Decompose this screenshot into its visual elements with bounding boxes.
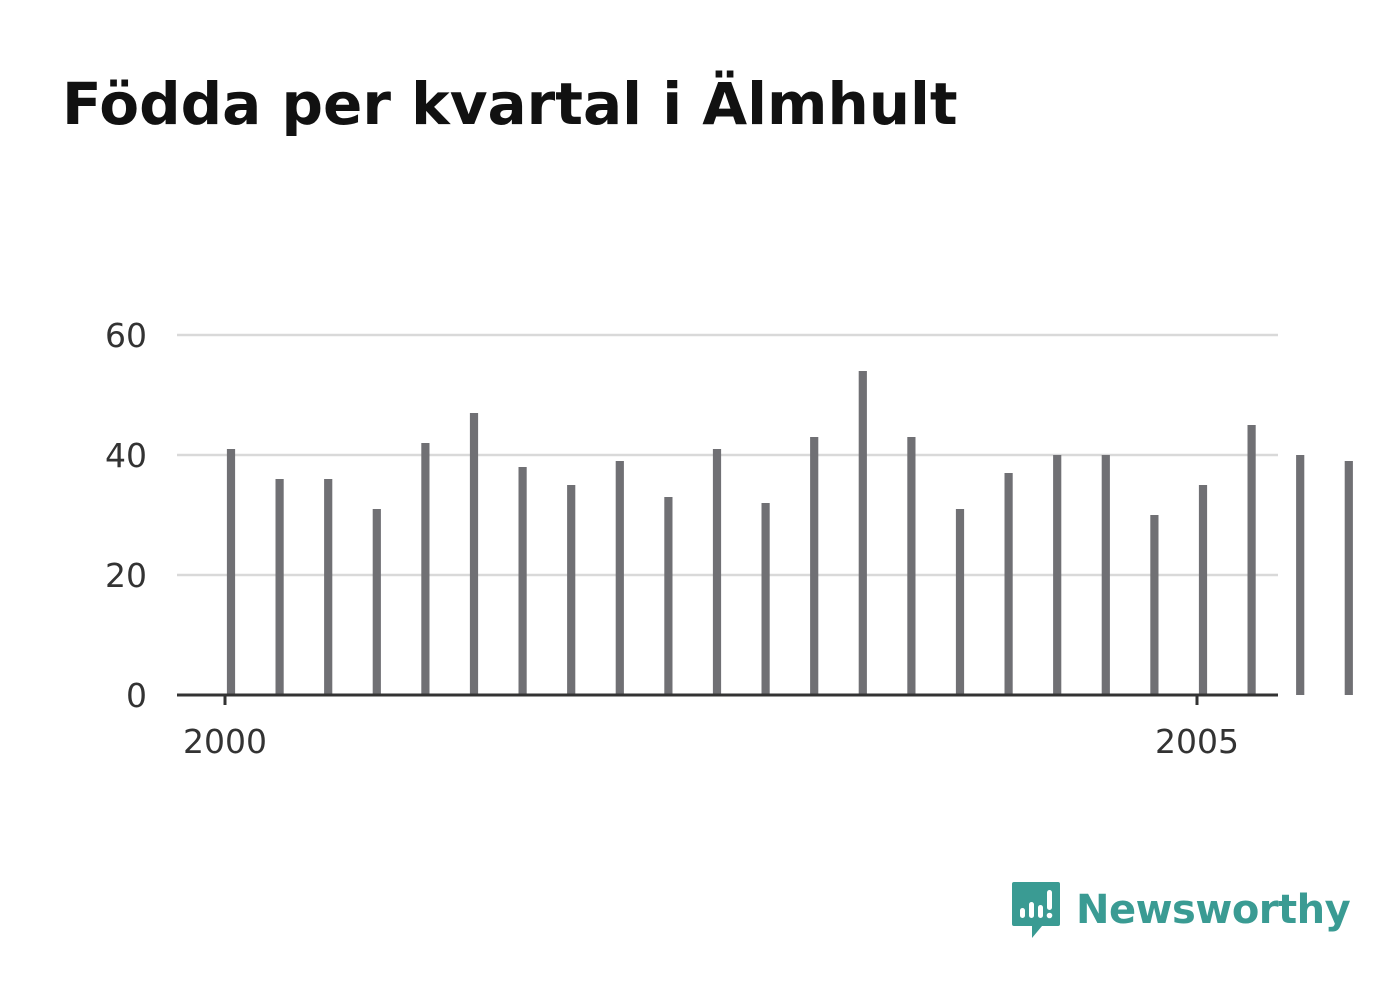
bar-20 (1198, 485, 1208, 695)
y-tick-label-60: 60 (105, 316, 147, 355)
chart-title: Födda per kvartal i Älmhult (62, 70, 958, 138)
y-tick-label-40: 40 (105, 436, 147, 475)
y-tick-label-20: 20 (105, 556, 147, 595)
bar-18 (1101, 455, 1110, 695)
y-axis-ticks: 0 20 40 60 (105, 316, 147, 715)
bar-19 (1150, 515, 1159, 695)
bar-23 (1344, 461, 1353, 695)
brand-name: Newsworthy (1076, 887, 1351, 933)
y-tick-label-0: 0 (126, 676, 147, 715)
brand-logo: Newsworthy (1010, 880, 1351, 940)
bar-21 (1247, 425, 1256, 695)
bar-10 (712, 449, 722, 695)
bar-5 (469, 413, 479, 695)
newsworthy-logo-icon (1012, 882, 1060, 938)
bar-8 (615, 461, 624, 695)
bar-11 (761, 503, 770, 695)
bar-16 (1004, 473, 1013, 695)
bar-0 (226, 449, 236, 695)
bars (226, 371, 1353, 695)
bar-6 (518, 467, 527, 695)
bar-3 (372, 509, 381, 695)
x-axis-ticks: 200020052010201520202025 (183, 695, 1239, 761)
x-tick-label-2000: 2000 (183, 722, 267, 761)
bar-4 (421, 443, 430, 695)
bar-7 (567, 485, 576, 695)
bar-17 (1053, 455, 1062, 695)
bar-9 (664, 497, 673, 695)
x-tick-label-2005: 2005 (1155, 722, 1239, 761)
bar-1 (275, 479, 284, 695)
bar-15 (955, 509, 965, 695)
bar-12 (810, 437, 819, 695)
bar-2 (324, 479, 333, 695)
bar-13 (858, 371, 867, 695)
bar-22 (1296, 455, 1305, 695)
gridlines (177, 333, 1278, 577)
bar-14 (907, 437, 916, 695)
